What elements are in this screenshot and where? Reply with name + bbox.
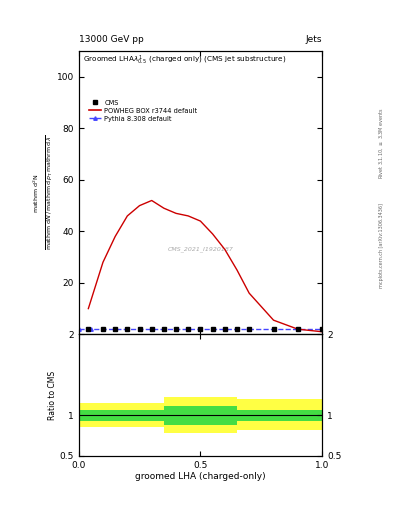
X-axis label: groomed LHA (charged-only): groomed LHA (charged-only): [135, 472, 266, 481]
Y-axis label: mathrm d$^2$N
$\overline{\mathrm{mathrm\,d}\,N\,/\,\mathrm{mathrm\,d}\,p_{\mathr: mathrm d$^2$N $\overline{\mathrm{mathrm\…: [32, 135, 55, 250]
Text: Rivet 3.1.10, $\geq$ 3.3M events: Rivet 3.1.10, $\geq$ 3.3M events: [377, 108, 385, 179]
Text: mcplots.cern.ch [arXiv:1306.3436]: mcplots.cern.ch [arXiv:1306.3436]: [379, 203, 384, 288]
Legend: CMS, POWHEG BOX r3744 default, Pythia 8.308 default: CMS, POWHEG BOX r3744 default, Pythia 8.…: [87, 97, 200, 124]
Text: CMS_2021_I1920187: CMS_2021_I1920187: [167, 247, 233, 252]
Text: Groomed LHA$\lambda^{1}_{0.5}$ (charged only) (CMS jet substructure): Groomed LHA$\lambda^{1}_{0.5}$ (charged …: [83, 54, 287, 68]
Text: 13000 GeV pp: 13000 GeV pp: [79, 34, 143, 44]
Y-axis label: Ratio to CMS: Ratio to CMS: [48, 371, 57, 419]
Text: Jets: Jets: [306, 34, 322, 44]
